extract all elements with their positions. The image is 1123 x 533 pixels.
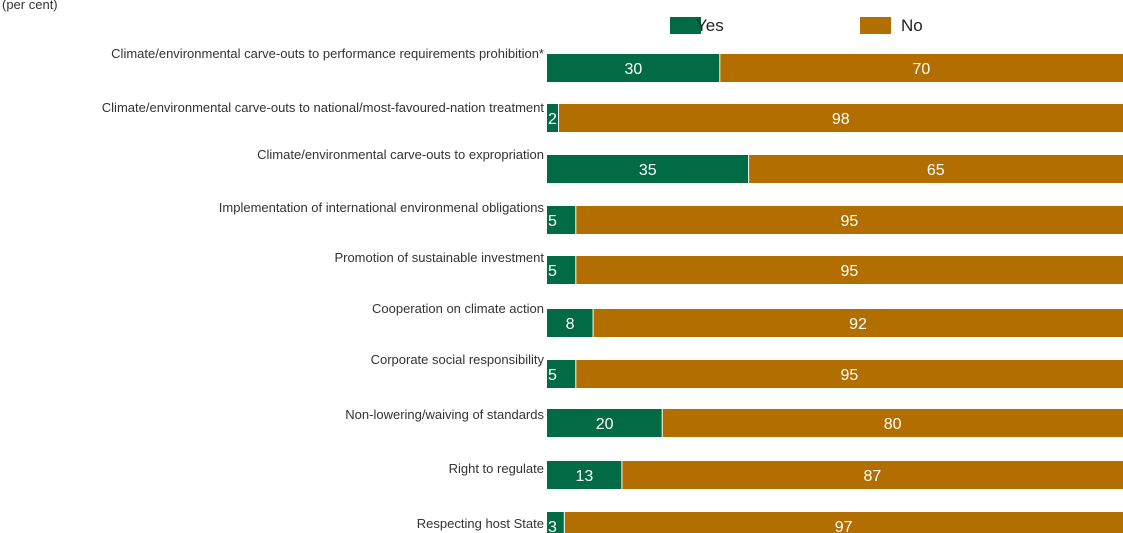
value-label-yes: 20	[596, 416, 614, 433]
legend-swatch-yes	[670, 17, 701, 34]
bar-no	[575, 206, 1123, 234]
bar-no	[719, 54, 1123, 82]
bar-yes	[547, 309, 594, 337]
category-label: Respecting host State	[417, 516, 544, 531]
value-label-no: 95	[841, 213, 859, 230]
unit-label: (per cent)	[2, 0, 58, 12]
value-label-yes: 35	[639, 162, 657, 179]
value-label-yes: 30	[625, 61, 643, 78]
bar-row-10: Respecting host State 3 97	[417, 512, 1123, 533]
bar-row-3: Climate/environmental carve-outs to expr…	[257, 147, 1123, 183]
category-label: Corporate social responsibility	[371, 352, 545, 367]
bar-yes	[547, 409, 663, 437]
bar-no	[662, 409, 1123, 437]
bar-yes	[547, 104, 559, 132]
bar-no	[575, 256, 1123, 284]
bar-row-4: Implementation of international environm…	[219, 200, 1123, 234]
bar-no	[558, 104, 1123, 132]
value-label-yes: 2	[548, 111, 557, 128]
bars: Climate/environmental carve-outs to perf…	[102, 46, 1123, 533]
bar-row-5: Promotion of sustainable investment 5 95	[334, 250, 1123, 284]
bar-no	[593, 309, 1123, 337]
legend-label-no: No	[901, 16, 923, 35]
value-label-no: 70	[913, 61, 931, 78]
value-label-no: 80	[884, 416, 902, 433]
category-label: Cooperation on climate action	[372, 301, 544, 316]
bar-row-9: Right to regulate 13 87	[449, 461, 1123, 489]
bar-yes	[547, 256, 576, 284]
value-label-no: 98	[832, 111, 850, 128]
value-label-no: 87	[864, 468, 882, 485]
bar-yes	[547, 512, 565, 533]
bar-yes	[547, 54, 720, 82]
value-label-yes: 13	[576, 468, 594, 485]
bar-yes	[547, 461, 622, 489]
bar-no	[575, 360, 1123, 388]
bar-yes	[547, 206, 576, 234]
bar-no	[748, 155, 1123, 183]
bar-no	[564, 512, 1123, 533]
category-label: Climate/environmental carve-outs to perf…	[111, 46, 544, 61]
value-label-yes: 8	[566, 316, 575, 333]
category-label: Climate/environmental carve-outs to nati…	[102, 100, 545, 115]
category-label: Implementation of international environm…	[219, 200, 545, 215]
bar-row-6: Cooperation on climate action 8 92	[372, 301, 1123, 337]
legend-swatch-no	[860, 17, 891, 34]
bar-row-8: Non-lowering/waiving of standards 20 80	[345, 407, 1123, 437]
category-label: Right to regulate	[449, 461, 544, 476]
category-label: Promotion of sustainable investment	[334, 250, 544, 265]
bar-yes	[547, 360, 576, 388]
value-label-no: 95	[841, 263, 859, 280]
value-label-no: 95	[841, 367, 859, 384]
value-label-no: 65	[927, 162, 945, 179]
bar-row-1: Climate/environmental carve-outs to perf…	[111, 46, 1123, 82]
value-label-no: 92	[849, 316, 867, 333]
value-label-no: 97	[835, 519, 853, 533]
legend-label-yes: Yes	[696, 16, 724, 35]
category-label: Climate/environmental carve-outs to expr…	[257, 147, 544, 162]
category-label: Non-lowering/waiving of standards	[345, 407, 544, 422]
legend: Yes No	[670, 16, 923, 35]
value-label-yes: 5	[548, 263, 557, 280]
value-label-yes: 3	[548, 519, 557, 533]
value-label-yes: 5	[548, 213, 557, 230]
bar-row-2: Climate/environmental carve-outs to nati…	[102, 100, 1123, 132]
bar-no	[621, 461, 1123, 489]
value-label-yes: 5	[548, 367, 557, 384]
bar-yes	[547, 155, 749, 183]
